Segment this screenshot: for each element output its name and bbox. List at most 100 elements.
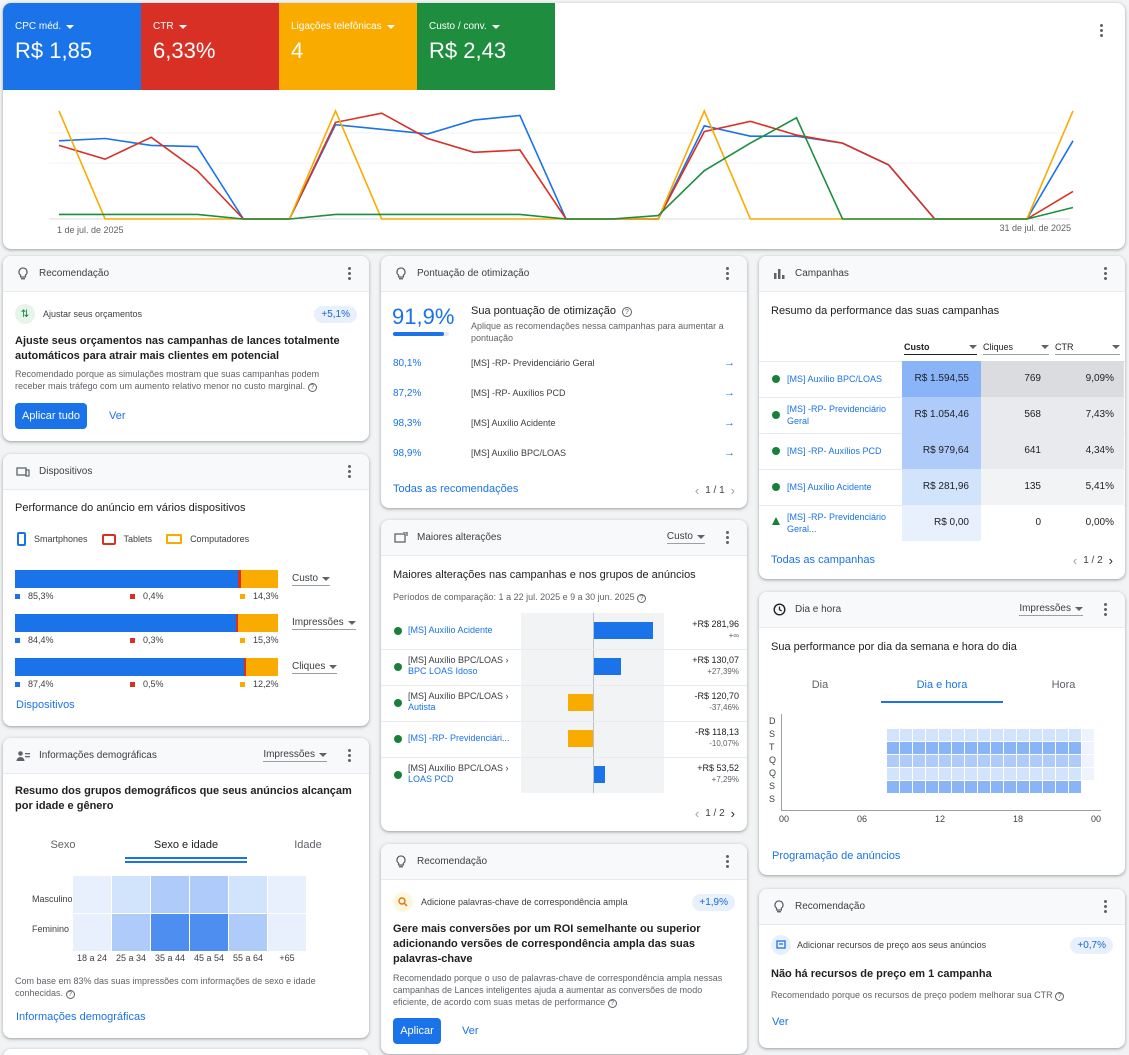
heatmap-cell[interactable] xyxy=(1004,768,1016,780)
heatmap-cell[interactable] xyxy=(939,781,951,793)
heatmap-cell[interactable] xyxy=(913,742,925,754)
ad-schedule-link[interactable]: Programação de anúncios xyxy=(772,850,901,862)
metric-selector[interactable]: CPC méd. xyxy=(15,21,129,32)
change-entity[interactable]: [MS] -RP- Previdenciári... xyxy=(408,733,520,744)
chevron-left-icon[interactable]: ‹ xyxy=(694,806,700,821)
heatmap-cell[interactable] xyxy=(1043,729,1055,741)
device-metric-dropdown[interactable]: Custo xyxy=(292,573,331,586)
chevron-left-icon[interactable]: ‹ xyxy=(1072,553,1078,568)
optimization-campaign-row[interactable]: 98,3% [MS] Auxílio Acidente → xyxy=(393,417,735,429)
heatmap-cell[interactable] xyxy=(965,755,977,767)
view-link[interactable]: Ver xyxy=(772,1016,789,1028)
column-header[interactable]: Cliques xyxy=(983,342,1049,355)
heatmap-cell[interactable] xyxy=(1043,742,1055,754)
overview-menu[interactable] xyxy=(1093,21,1109,39)
heatmap-cell[interactable] xyxy=(991,742,1003,754)
metric-tile[interactable]: CTR 6,33% xyxy=(141,3,279,90)
chevron-right-icon[interactable]: › xyxy=(1108,553,1113,568)
card-menu[interactable] xyxy=(1097,898,1113,916)
heatmap-cell[interactable] xyxy=(887,768,899,780)
campaign-name-link[interactable]: [MS] -RP- Auxílios PCD xyxy=(787,446,882,456)
heatmap-cell[interactable] xyxy=(900,755,912,767)
heatmap-cell[interactable] xyxy=(1030,768,1042,780)
metric-tile[interactable]: Custo / conv. R$ 2,43 xyxy=(417,3,555,90)
heatmap-cell[interactable] xyxy=(1043,755,1055,767)
heatmap-cell[interactable] xyxy=(952,729,964,741)
card-menu[interactable] xyxy=(341,265,357,283)
chevron-right-icon[interactable]: › xyxy=(730,806,735,821)
heatmap-cell[interactable] xyxy=(1043,781,1055,793)
help-icon[interactable]: ? xyxy=(1055,992,1065,1001)
apply-all-button[interactable]: Aplicar tudo xyxy=(15,403,87,429)
heatmap-cell[interactable] xyxy=(1004,781,1016,793)
optimization-campaign-row[interactable]: 80,1% [MS] -RP- Previdenciário Geral → xyxy=(393,357,735,369)
heatmap-cell[interactable] xyxy=(268,876,306,913)
tab-sexo[interactable]: Sexo xyxy=(50,839,76,851)
heatmap-cell[interactable] xyxy=(1004,755,1016,767)
heatmap-cell[interactable] xyxy=(268,914,306,951)
heatmap-cell[interactable] xyxy=(73,914,111,951)
tab-idade[interactable]: Idade xyxy=(294,839,322,851)
heatmap-cell[interactable] xyxy=(926,729,938,741)
arrow-right-icon[interactable]: → xyxy=(724,357,735,369)
heatmap-cell[interactable] xyxy=(1069,742,1081,754)
metric-tile[interactable]: Ligações telefônicas 4 xyxy=(279,3,417,90)
metric-dropdown[interactable]: Custo xyxy=(666,531,705,544)
heatmap-cell[interactable] xyxy=(112,876,150,913)
device-metric-dropdown[interactable]: Cliques xyxy=(292,661,338,674)
heatmap-cell[interactable] xyxy=(900,781,912,793)
heatmap-cell[interactable] xyxy=(1069,781,1081,793)
help-icon[interactable]: ? xyxy=(307,383,317,392)
heatmap-cell[interactable] xyxy=(887,755,899,767)
optimization-campaign-row[interactable]: 98,9% [MS] Auxílio BPC/LOAS → xyxy=(393,447,735,459)
card-menu[interactable] xyxy=(719,265,735,283)
tab-hora[interactable]: Hora xyxy=(1051,679,1076,691)
heatmap-cell[interactable] xyxy=(939,729,951,741)
heatmap-cell[interactable] xyxy=(939,768,951,780)
heatmap-cell[interactable] xyxy=(913,755,925,767)
heatmap-cell[interactable] xyxy=(913,768,925,780)
heatmap-cell[interactable] xyxy=(229,914,267,951)
card-menu[interactable] xyxy=(719,529,735,547)
heatmap-cell[interactable] xyxy=(1056,781,1068,793)
heatmap-cell[interactable] xyxy=(952,768,964,780)
heatmap-cell[interactable] xyxy=(1056,768,1068,780)
heatmap-cell[interactable] xyxy=(978,755,990,767)
heatmap-cell[interactable] xyxy=(1017,781,1029,793)
heatmap-cell[interactable] xyxy=(1056,755,1068,767)
heatmap-cell[interactable] xyxy=(1030,729,1042,741)
heatmap-cell[interactable] xyxy=(1004,729,1016,741)
arrow-right-icon[interactable]: → xyxy=(724,447,735,459)
chevron-left-icon[interactable]: ‹ xyxy=(694,483,700,498)
heatmap-cell[interactable] xyxy=(900,742,912,754)
heatmap-cell[interactable] xyxy=(190,876,228,913)
heatmap-cell[interactable] xyxy=(978,768,990,780)
heatmap-cell[interactable] xyxy=(1082,755,1094,767)
heatmap-cell[interactable] xyxy=(926,781,938,793)
tab-dia[interactable]: Dia xyxy=(811,679,829,691)
card-menu[interactable] xyxy=(1097,265,1113,283)
device-metric-dropdown[interactable]: Impressões xyxy=(292,617,356,630)
help-icon[interactable]: ? xyxy=(637,594,647,603)
heatmap-cell[interactable] xyxy=(1082,768,1094,780)
heatmap-cell[interactable] xyxy=(926,742,938,754)
heatmap-cell[interactable] xyxy=(1017,768,1029,780)
metric-dropdown[interactable]: Impressões xyxy=(263,749,327,762)
metric-tile[interactable]: CPC méd. R$ 1,85 xyxy=(3,3,141,90)
change-entity[interactable]: [MS] Auxílio BPC/LOAS › LOAS PCD xyxy=(408,763,520,785)
demographics-link[interactable]: Informações demográficas xyxy=(16,1011,146,1023)
heatmap-cell[interactable] xyxy=(926,755,938,767)
heatmap-cell[interactable] xyxy=(151,914,189,951)
campaign-name-link[interactable]: [MS] -RP- Previdenciário Geral... xyxy=(787,512,887,534)
tab-dia-e-hora[interactable]: Dia e hora xyxy=(916,679,968,691)
heatmap-cell[interactable] xyxy=(229,876,267,913)
heatmap-cell[interactable] xyxy=(965,768,977,780)
heatmap-cell[interactable] xyxy=(190,914,228,951)
heatmap-cell[interactable] xyxy=(1043,768,1055,780)
heatmap-cell[interactable] xyxy=(991,755,1003,767)
heatmap-cell[interactable] xyxy=(913,729,925,741)
card-menu[interactable] xyxy=(719,853,735,871)
heatmap-cell[interactable] xyxy=(887,729,899,741)
heatmap-cell[interactable] xyxy=(978,781,990,793)
heatmap-cell[interactable] xyxy=(112,914,150,951)
